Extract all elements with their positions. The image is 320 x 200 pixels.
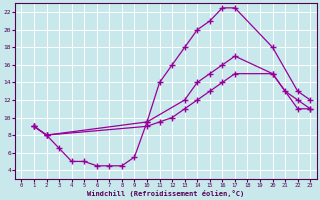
X-axis label: Windchill (Refroidissement éolien,°C): Windchill (Refroidissement éolien,°C) [87, 190, 244, 197]
